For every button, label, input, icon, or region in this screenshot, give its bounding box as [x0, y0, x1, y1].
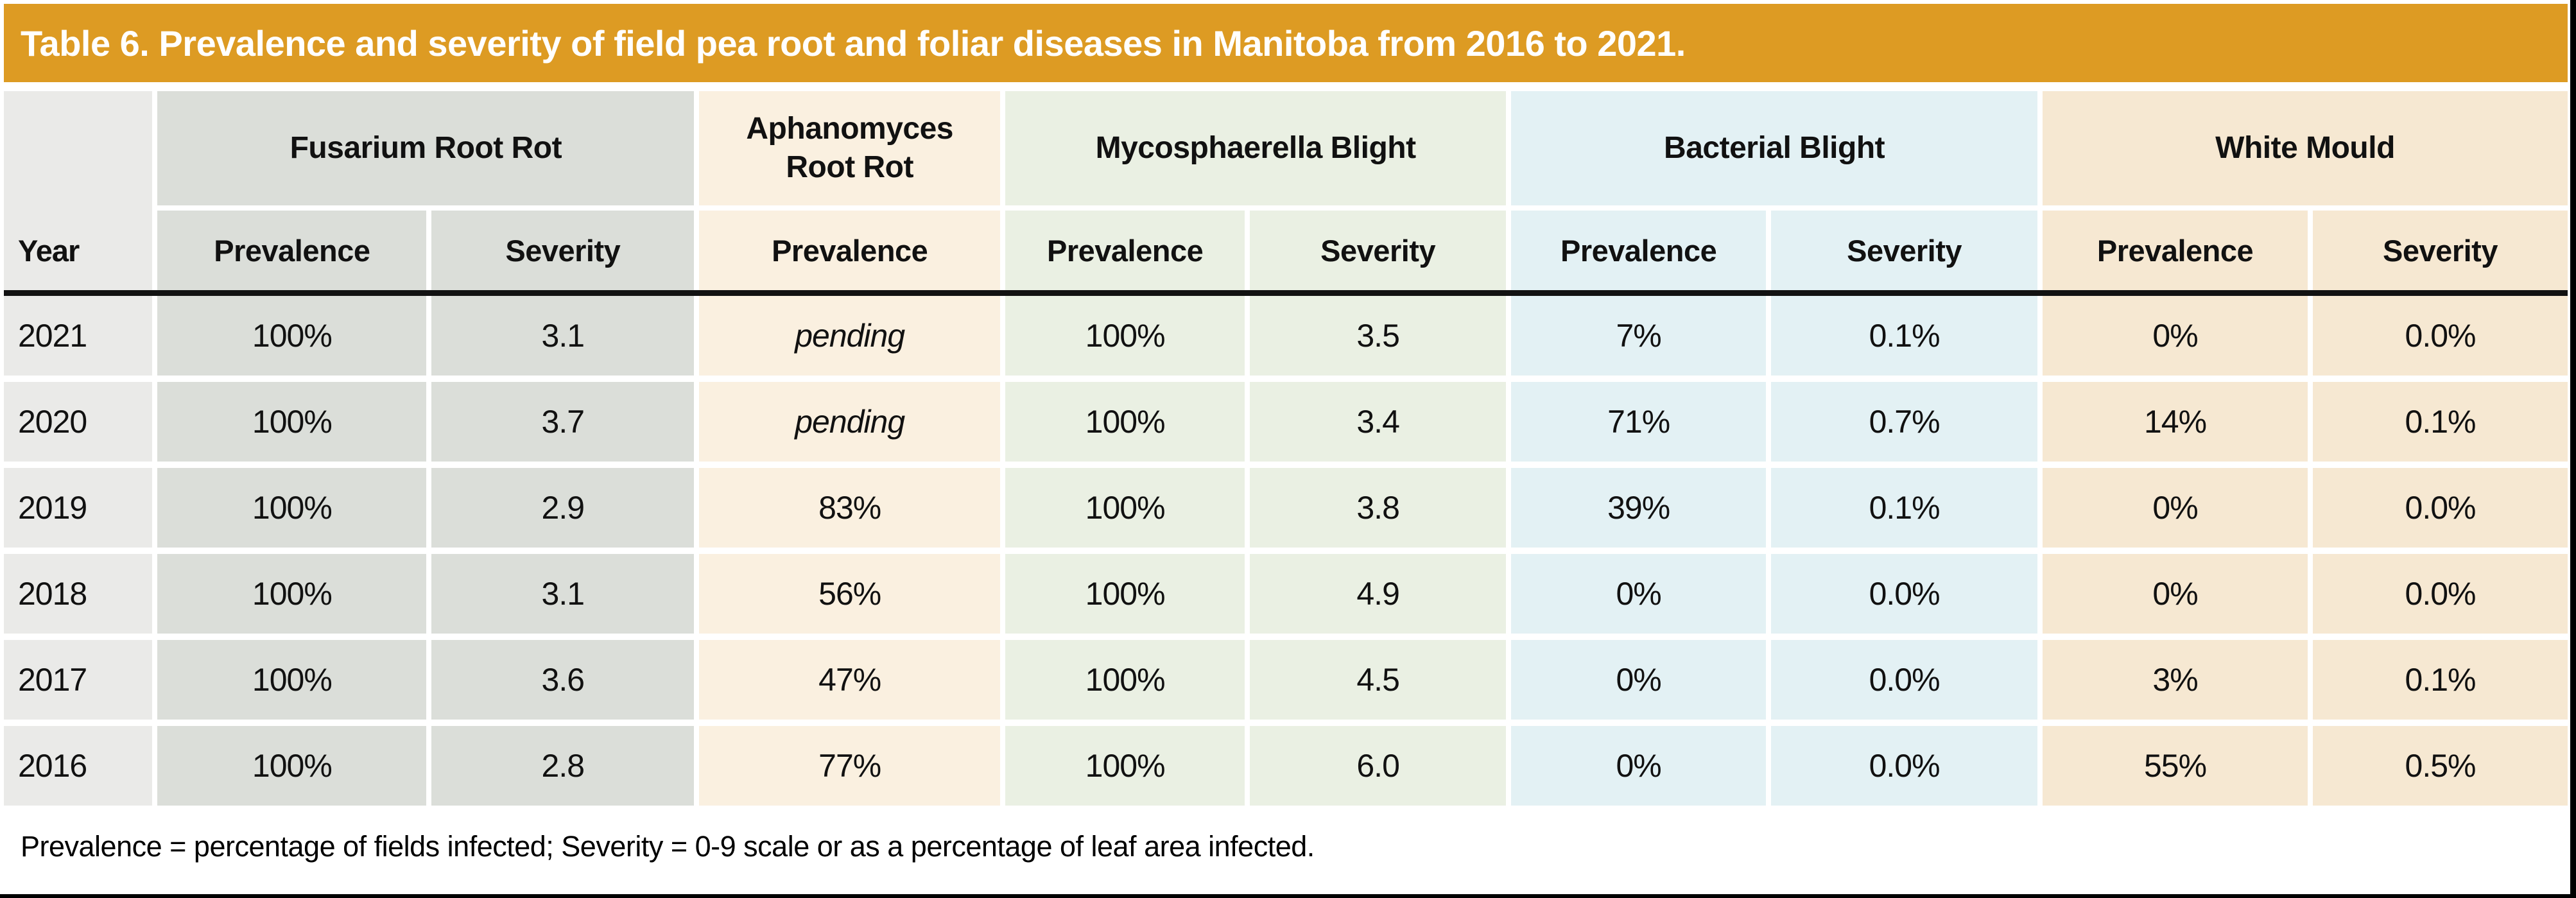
cell-mycosphaerella-severity: 4.9	[1250, 554, 1507, 634]
group-header-mycosphaerella-blight: Mycosphaerella Blight	[1005, 91, 1507, 205]
cell-white-mould-severity: 0.0%	[2313, 554, 2568, 634]
group-header-bacterial-blight: Bacterial Blight	[1511, 91, 2038, 205]
header-divider-rule	[4, 290, 2568, 296]
cell-bacterial-prevalence: 0%	[1511, 640, 1767, 720]
cell-mycosphaerella-severity: 3.8	[1250, 468, 1507, 548]
cell-white-mould-prevalence: 3%	[2043, 640, 2308, 720]
subheader-mycosphaerella-prevalence: Prevalence	[1005, 211, 1245, 290]
cell-year: 2017	[4, 640, 153, 720]
cell-year: 2016	[4, 726, 153, 806]
cell-mycosphaerella-severity: 3.5	[1250, 296, 1507, 376]
cell-fusarium-prevalence: 100%	[157, 468, 427, 548]
cell-fusarium-prevalence: 100%	[157, 726, 427, 806]
cell-mycosphaerella-severity: 4.5	[1250, 640, 1507, 720]
cell-aphanomyces-prevalence: pending	[699, 296, 1001, 376]
cell-year: 2020	[4, 382, 153, 462]
cell-fusarium-prevalence: 100%	[157, 554, 427, 634]
table-title-bar: Table 6. Prevalence and severity of fiel…	[4, 4, 2568, 82]
cell-mycosphaerella-prevalence: 100%	[1005, 640, 1245, 720]
table-bottom-border	[0, 894, 2576, 898]
cell-bacterial-severity: 0.0%	[1771, 554, 2038, 634]
cell-white-mould-prevalence: 55%	[2043, 726, 2308, 806]
group-header-aphanomyces-root-rot: Aphanomyces Root Rot	[699, 91, 1001, 205]
group-header-fusarium-root-rot: Fusarium Root Rot	[157, 91, 695, 205]
cell-white-mould-severity: 0.0%	[2313, 296, 2568, 376]
subheader-bacterial-severity: Severity	[1771, 211, 2038, 290]
page-title: Table 6. Prevalence and severity of fiel…	[21, 22, 1686, 64]
cell-fusarium-severity: 3.6	[431, 640, 695, 720]
subheader-bacterial-prevalence: Prevalence	[1511, 211, 1767, 290]
cell-aphanomyces-prevalence: pending	[699, 382, 1001, 462]
subheader-fusarium-prevalence: Prevalence	[157, 211, 427, 290]
cell-white-mould-prevalence: 0%	[2043, 554, 2308, 634]
cell-bacterial-prevalence: 0%	[1511, 554, 1767, 634]
cell-aphanomyces-prevalence: 56%	[699, 554, 1001, 634]
cell-aphanomyces-prevalence: 47%	[699, 640, 1001, 720]
footnote: Prevalence = percentage of fields infect…	[21, 830, 1315, 863]
cell-fusarium-prevalence: 100%	[157, 296, 427, 376]
subheader-white-mould-severity: Severity	[2313, 211, 2568, 290]
cell-fusarium-severity: 3.1	[431, 554, 695, 634]
cell-fusarium-severity: 3.7	[431, 382, 695, 462]
cell-white-mould-prevalence: 0%	[2043, 468, 2308, 548]
table-body: 2021 100% 3.1 pending 100% 3.5 7% 0.1% 0…	[4, 296, 2568, 806]
cell-white-mould-severity: 0.0%	[2313, 468, 2568, 548]
cell-mycosphaerella-prevalence: 100%	[1005, 726, 1245, 806]
cell-mycosphaerella-severity: 6.0	[1250, 726, 1507, 806]
cell-mycosphaerella-prevalence: 100%	[1005, 382, 1245, 462]
cell-white-mould-prevalence: 14%	[2043, 382, 2308, 462]
cell-bacterial-severity: 0.1%	[1771, 296, 2038, 376]
cell-bacterial-prevalence: 7%	[1511, 296, 1767, 376]
cell-fusarium-prevalence: 100%	[157, 640, 427, 720]
table-right-border	[2570, 0, 2576, 898]
cell-white-mould-prevalence: 0%	[2043, 296, 2308, 376]
cell-white-mould-severity: 0.1%	[2313, 640, 2568, 720]
cell-white-mould-severity: 0.5%	[2313, 726, 2568, 806]
cell-aphanomyces-prevalence: 77%	[699, 726, 1001, 806]
subheader-fusarium-severity: Severity	[431, 211, 695, 290]
cell-mycosphaerella-prevalence: 100%	[1005, 468, 1245, 548]
cell-bacterial-prevalence: 0%	[1511, 726, 1767, 806]
cell-fusarium-severity: 2.9	[431, 468, 695, 548]
cell-white-mould-severity: 0.1%	[2313, 382, 2568, 462]
cell-bacterial-severity: 0.0%	[1771, 726, 2038, 806]
cell-year: 2021	[4, 296, 153, 376]
cell-year: 2018	[4, 554, 153, 634]
cell-year: 2019	[4, 468, 153, 548]
cell-mycosphaerella-prevalence: 100%	[1005, 296, 1245, 376]
cell-bacterial-prevalence: 71%	[1511, 382, 1767, 462]
subheader-mycosphaerella-severity: Severity	[1250, 211, 1507, 290]
cell-bacterial-severity: 0.1%	[1771, 468, 2038, 548]
cell-bacterial-severity: 0.7%	[1771, 382, 2038, 462]
subheader-white-mould-prevalence: Prevalence	[2043, 211, 2308, 290]
cell-mycosphaerella-prevalence: 100%	[1005, 554, 1245, 634]
cell-fusarium-prevalence: 100%	[157, 382, 427, 462]
cell-fusarium-severity: 2.8	[431, 726, 695, 806]
table-content: Table 6. Prevalence and severity of fiel…	[4, 4, 2568, 863]
group-header-white-mould: White Mould	[2043, 91, 2568, 205]
cell-fusarium-severity: 3.1	[431, 296, 695, 376]
cell-bacterial-prevalence: 39%	[1511, 468, 1767, 548]
cell-mycosphaerella-severity: 3.4	[1250, 382, 1507, 462]
cell-aphanomyces-prevalence: 83%	[699, 468, 1001, 548]
cell-bacterial-severity: 0.0%	[1771, 640, 2038, 720]
subheader-aphanomyces-prevalence: Prevalence	[699, 211, 1001, 290]
table-header: Year Fusarium Root Rot Aphanomyces Root …	[4, 91, 2568, 290]
year-column-header: Year	[4, 91, 153, 290]
